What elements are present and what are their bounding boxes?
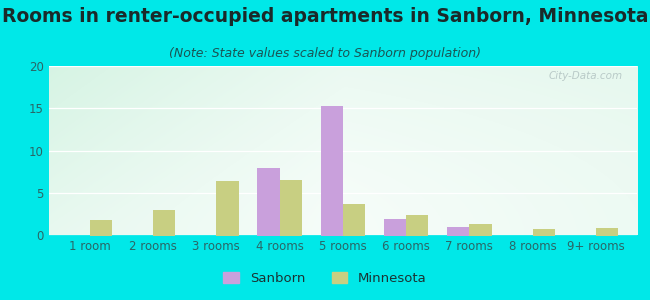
Legend: Sanborn, Minnesota: Sanborn, Minnesota: [218, 267, 432, 290]
Bar: [257, 168, 280, 236]
Bar: [320, 106, 343, 236]
Bar: [447, 227, 469, 236]
Bar: [90, 220, 112, 236]
Text: Rooms in renter-occupied apartments in Sanborn, Minnesota: Rooms in renter-occupied apartments in S…: [2, 8, 648, 26]
Bar: [343, 204, 365, 236]
Text: (Note: State values scaled to Sanborn population): (Note: State values scaled to Sanborn po…: [169, 46, 481, 59]
Bar: [596, 228, 618, 236]
Text: City-Data.com: City-Data.com: [548, 71, 622, 81]
Bar: [532, 229, 554, 236]
Bar: [153, 210, 176, 236]
Bar: [469, 224, 491, 236]
Bar: [406, 215, 428, 236]
Bar: [216, 181, 239, 236]
Bar: [384, 218, 406, 236]
Bar: [280, 180, 302, 236]
